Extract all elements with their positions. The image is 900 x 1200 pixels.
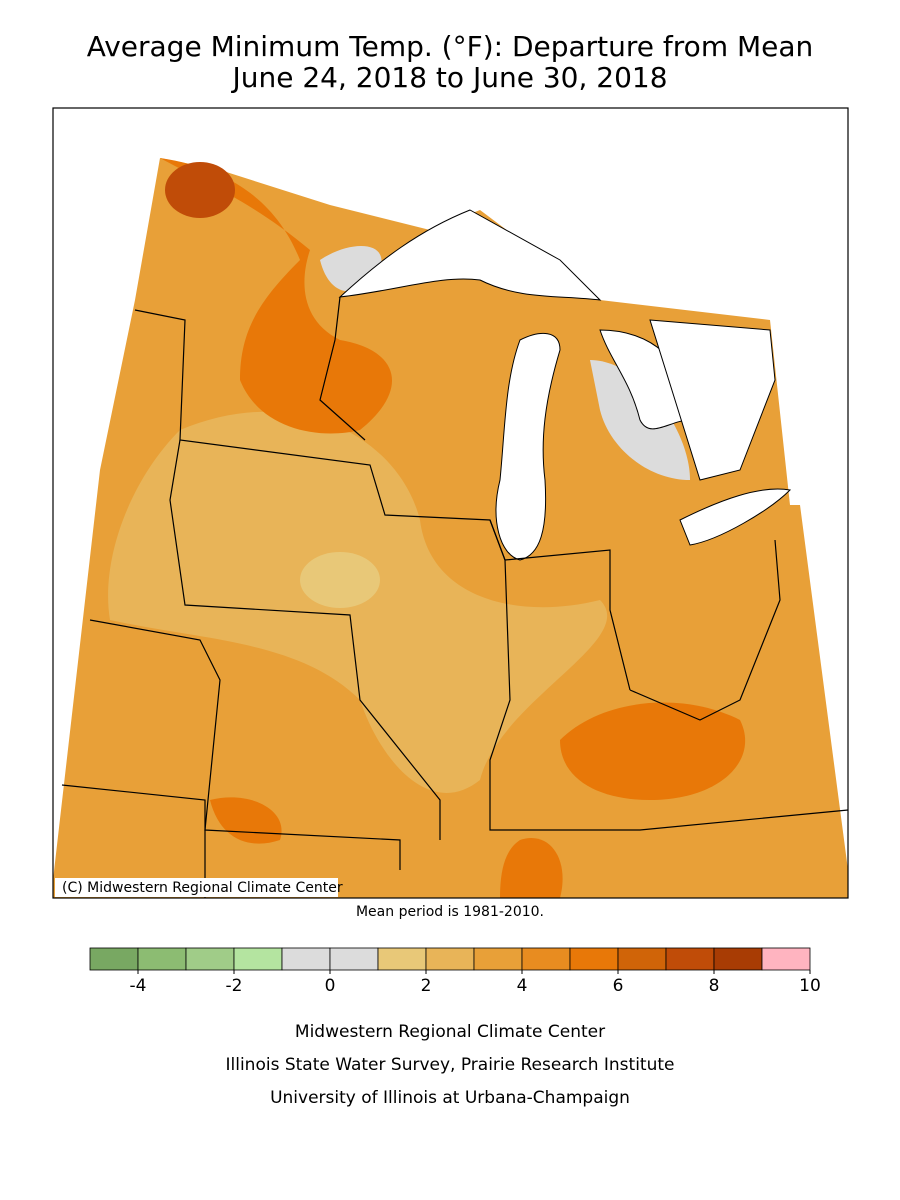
ontario bbox=[649, 319, 776, 481]
legend-bin bbox=[281, 947, 331, 971]
legend-bin bbox=[617, 947, 667, 971]
copyright: (C) Midwestern Regional Climate Center bbox=[62, 880, 343, 896]
tick-label: 4 bbox=[517, 976, 528, 996]
lake-erie bbox=[679, 488, 792, 546]
state-border bbox=[134, 309, 631, 691]
state-border bbox=[61, 784, 206, 898]
legend-bin bbox=[233, 947, 283, 971]
state-border bbox=[489, 519, 849, 831]
footer-line: Midwestern Regional Climate Center bbox=[295, 1022, 605, 1042]
tick-label: 10 bbox=[799, 976, 821, 996]
legend-bin bbox=[761, 947, 811, 971]
legend-bin bbox=[137, 947, 187, 971]
legend-bin bbox=[329, 947, 379, 971]
legend-bin bbox=[569, 947, 619, 971]
tick-label: -2 bbox=[226, 976, 243, 996]
legend-bin bbox=[521, 947, 571, 971]
legend: -4 -2 0 2 4 6 8 10 bbox=[89, 947, 821, 996]
copyright-bg bbox=[55, 878, 338, 897]
legend-bin bbox=[425, 947, 475, 971]
legend-bin bbox=[377, 947, 427, 971]
legend-bin bbox=[473, 947, 523, 971]
tick-label: 2 bbox=[421, 976, 432, 996]
tick-label: 8 bbox=[709, 976, 720, 996]
subtitle: June 24, 2018 to June 30, 2018 bbox=[230, 61, 667, 94]
legend-bin bbox=[89, 947, 139, 971]
lake-huron bbox=[599, 329, 691, 430]
legend-bin bbox=[185, 947, 235, 971]
tick-label: 0 bbox=[325, 976, 336, 996]
footer-line: University of Illinois at Urbana-Champai… bbox=[270, 1088, 630, 1108]
map: (C) Midwestern Regional Climate Center bbox=[52, 107, 849, 899]
title: Average Minimum Temp. (°F): Departure fr… bbox=[87, 30, 814, 63]
warm-zone bbox=[300, 552, 380, 608]
hot-zone bbox=[560, 702, 746, 800]
hot-zone bbox=[500, 838, 563, 898]
legend-bin bbox=[713, 947, 763, 971]
state-border bbox=[89, 619, 401, 870]
hot-zone bbox=[165, 162, 235, 218]
tick-label: 6 bbox=[613, 976, 624, 996]
map-frame bbox=[52, 107, 849, 899]
hot-zone bbox=[210, 797, 282, 844]
mean-note: Mean period is 1981-2010. bbox=[356, 904, 544, 920]
tick-label: -4 bbox=[130, 976, 147, 996]
footer-line: Illinois State Water Survey, Prairie Res… bbox=[226, 1055, 675, 1075]
lake-superior bbox=[338, 209, 602, 301]
legend-bin bbox=[665, 947, 715, 971]
state-border bbox=[319, 296, 366, 441]
lake-michigan bbox=[495, 332, 561, 561]
hot-zone bbox=[160, 158, 393, 434]
state-border bbox=[629, 539, 781, 721]
state-border bbox=[169, 439, 441, 840]
